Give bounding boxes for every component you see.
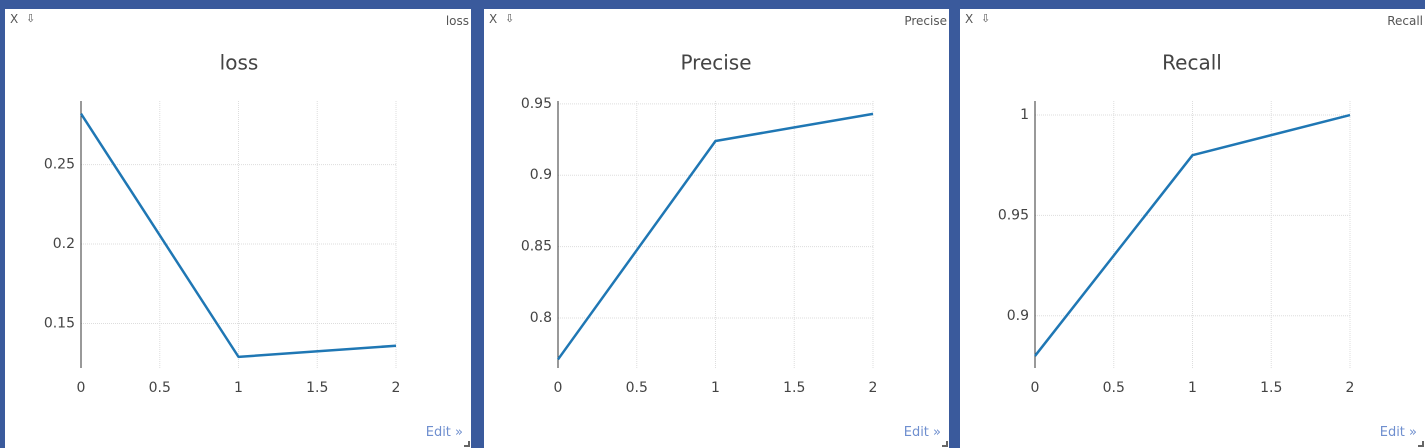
y-tick-label: 0.9 [530, 167, 552, 183]
x-tick-label: 0 [77, 380, 86, 396]
close-icon[interactable]: X [10, 12, 19, 26]
x-tick-label: 1 [1188, 380, 1197, 396]
pane-corner-label: loss [445, 14, 469, 28]
x-tick-label: 0 [554, 380, 563, 396]
loss-pane: X ⇩ loss loss 0 0.5 1 1.5 2 0.15 0.2 0.25 Edit » [5, 9, 471, 448]
x-tick-label: 2 [1346, 380, 1355, 396]
x-tick-label: 0.5 [1103, 380, 1125, 396]
resize-handle[interactable] [942, 441, 948, 447]
y-tick-label: 0.95 [521, 96, 552, 112]
x-tick-label: 0 [1031, 380, 1040, 396]
y-tick-label: 1 [1020, 107, 1029, 123]
edit-link[interactable]: Edit » [425, 425, 463, 440]
y-tick-label: 0.8 [530, 310, 552, 326]
precise-chart: Precise 0 0.5 1 1.5 2 0.8 0.85 0.9 0.95 [521, 51, 878, 397]
y-tick-label: 0.85 [521, 239, 552, 255]
pane-corner-label: Recall [1387, 14, 1423, 28]
series-line [79, 113, 397, 359]
edit-link[interactable]: Edit » [903, 425, 941, 440]
close-icon[interactable]: X [965, 12, 974, 26]
loss-chart: loss 0 0.5 1 1.5 2 0.15 0.2 0.25 [44, 51, 401, 397]
download-icon[interactable]: ⇩ [981, 12, 991, 25]
edit-link[interactable]: Edit » [1379, 425, 1417, 440]
x-tick-label: 2 [869, 380, 878, 396]
y-tick-label: 0.95 [998, 207, 1029, 223]
x-tick-label: 0.5 [626, 380, 648, 396]
resize-handle[interactable] [1418, 441, 1424, 447]
precise-pane: X ⇩ Precise Precise 0 0.5 1 1.5 2 0.8 0.85 0.9 0.… [484, 9, 949, 448]
series-line [1034, 113, 1351, 357]
pane-corner-label: Precise [904, 14, 947, 28]
chart-title: Recall [1162, 51, 1222, 75]
chart-title: Precise [680, 51, 751, 75]
y-tick-label: 0.9 [1007, 308, 1029, 324]
y-tick-label: 0.25 [44, 157, 75, 173]
download-icon[interactable]: ⇩ [505, 12, 515, 25]
x-tick-label: 1.5 [783, 380, 805, 396]
series-line [556, 112, 874, 361]
download-icon[interactable]: ⇩ [26, 12, 36, 25]
x-tick-label: 1 [711, 380, 720, 396]
resize-handle[interactable] [464, 441, 470, 447]
chart-title: loss [220, 51, 259, 75]
recall-pane: X ⇩ Recall Recall 0 0.5 1 1.5 2 0.9 0.95 1 Edit … [960, 9, 1425, 448]
x-tick-label: 1.5 [306, 380, 328, 396]
x-tick-label: 2 [392, 380, 401, 396]
y-tick-label: 0.2 [53, 236, 75, 252]
recall-chart: Recall 0 0.5 1 1.5 2 0.9 0.95 1 [998, 51, 1355, 397]
close-icon[interactable]: X [489, 12, 498, 26]
x-tick-label: 0.5 [149, 380, 171, 396]
x-tick-label: 1.5 [1260, 380, 1282, 396]
x-tick-label: 1 [234, 380, 243, 396]
y-tick-label: 0.15 [44, 316, 75, 332]
